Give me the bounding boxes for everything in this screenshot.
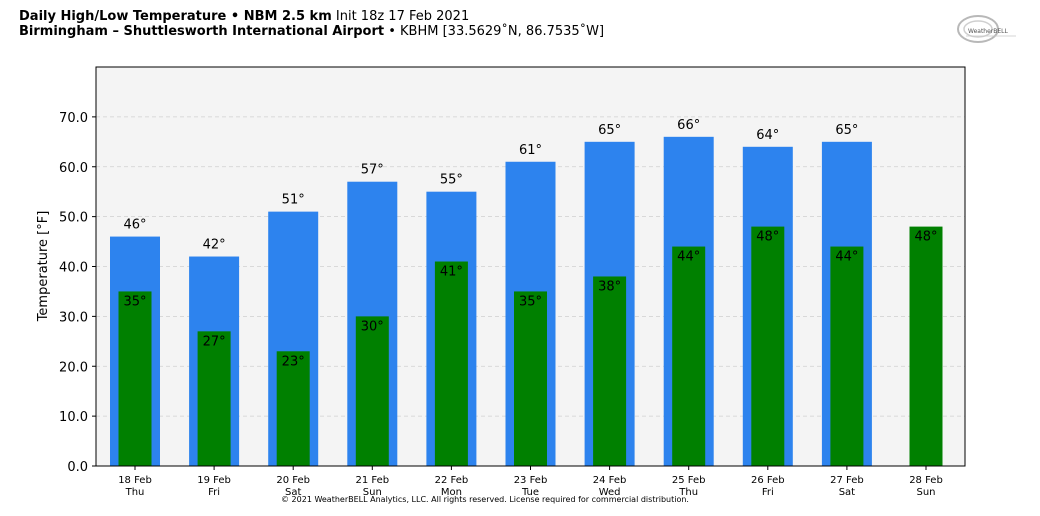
x-tick-day: Sat (839, 487, 855, 498)
low-temp-bar (276, 351, 310, 466)
low-temp-bar (355, 316, 389, 466)
x-tick-day: Sun (363, 487, 382, 498)
x-tick-date: 26 Feb (751, 475, 785, 486)
low-temp-label: 44° (677, 250, 700, 265)
low-temp-bar (830, 246, 864, 466)
low-temp-label: 48° (914, 230, 937, 245)
y-tick-label: 40.0 (59, 261, 88, 276)
low-temp-bar (197, 331, 231, 466)
x-tick-day: Tue (521, 487, 539, 498)
low-temp-bars (118, 226, 943, 466)
x-tick-day: Sun (916, 487, 935, 498)
logo-text: WeatherBELL (968, 28, 1009, 35)
high-temp-label: 66° (677, 118, 700, 133)
low-temp-label: 35° (519, 294, 542, 309)
low-temp-label: 38° (598, 279, 621, 294)
x-tick-day: Sat (285, 487, 301, 498)
x-tick-day: Fri (208, 487, 220, 498)
x-tick-date: 21 Feb (355, 475, 389, 486)
high-temp-label: 55° (440, 173, 463, 188)
high-temp-label: 65° (835, 123, 858, 138)
y-axis: 0.0 10.0 20.0 30.0 40.0 50.0 60.0 70.0 (59, 111, 96, 475)
x-tick-day: Fri (762, 487, 774, 498)
y-tick-label: 70.0 (59, 111, 88, 126)
x-tick-date: 28 Feb (909, 475, 943, 486)
high-temp-label: 46° (123, 218, 146, 233)
location-line: Birmingham – Shuttlesworth International… (19, 24, 604, 39)
x-tick-date: 22 Feb (435, 475, 469, 486)
low-temp-label: 27° (203, 334, 226, 349)
y-axis-label: Temperature [°F] (36, 211, 51, 323)
low-temp-bar (593, 276, 627, 466)
low-temp-label: 35° (123, 294, 146, 309)
high-temp-label: 61° (519, 143, 542, 158)
x-tick-date: 23 Feb (514, 475, 548, 486)
x-tick-date: 19 Feb (197, 475, 231, 486)
low-temp-label: 48° (756, 230, 779, 245)
high-temp-label: 65° (598, 123, 621, 138)
y-tick-label: 10.0 (59, 410, 88, 425)
high-temp-label: 57° (361, 163, 384, 178)
weatherbell-logo: WeatherBELL (957, 15, 1016, 43)
low-temp-bar (751, 226, 785, 466)
low-temp-label: 30° (361, 319, 384, 334)
low-temp-bar (672, 246, 706, 466)
y-tick-label: 0.0 (67, 460, 88, 475)
x-tick-date: 20 Feb (276, 475, 310, 486)
x-tick-day: Mon (441, 487, 462, 498)
y-tick-label: 50.0 (59, 211, 88, 226)
high-temp-label: 42° (203, 238, 226, 253)
y-tick-label: 60.0 (59, 161, 88, 176)
data-labels: 46° 35° 42° 27° 51° 23° 57° 30° 55° 41° 61° 35° 65° 3… (123, 118, 937, 369)
low-temp-label: 41° (440, 265, 463, 280)
chart-title-line: Daily High/Low Temperature • NBM 2.5 km … (19, 9, 469, 24)
x-tick-date: 18 Feb (118, 475, 152, 486)
x-tick-date: 25 Feb (672, 475, 706, 486)
location-name: Birmingham – Shuttlesworth International… (19, 24, 385, 39)
plot-frame (95, 66, 966, 467)
low-temp-bar (118, 291, 152, 466)
high-temp-label: 51° (282, 193, 305, 208)
x-tick-date: 24 Feb (593, 475, 627, 486)
low-temp-label: 23° (282, 354, 305, 369)
high-temp-label: 64° (756, 128, 779, 143)
x-tick-day: Thu (125, 487, 145, 498)
x-tick-day: Wed (599, 487, 621, 498)
copyright-footer: © 2021 WeatherBELL Analytics, LLC. All r… (281, 495, 689, 504)
y-tick-label: 20.0 (59, 360, 88, 375)
low-temp-bar (909, 226, 943, 466)
low-temp-label: 44° (835, 250, 858, 265)
low-temp-bar (434, 261, 468, 466)
init-time: Init 18z 17 Feb 2021 (335, 9, 470, 24)
station-info: • KBHM [33.5629˚N, 86.7535˚W] (388, 24, 605, 39)
low-temp-bar (514, 291, 547, 466)
chart-title: Daily High/Low Temperature • NBM 2.5 km (19, 9, 332, 24)
x-tick-date: 27 Feb (830, 475, 864, 486)
x-tick-day: Thu (678, 487, 698, 498)
y-tick-label: 30.0 (59, 310, 88, 325)
